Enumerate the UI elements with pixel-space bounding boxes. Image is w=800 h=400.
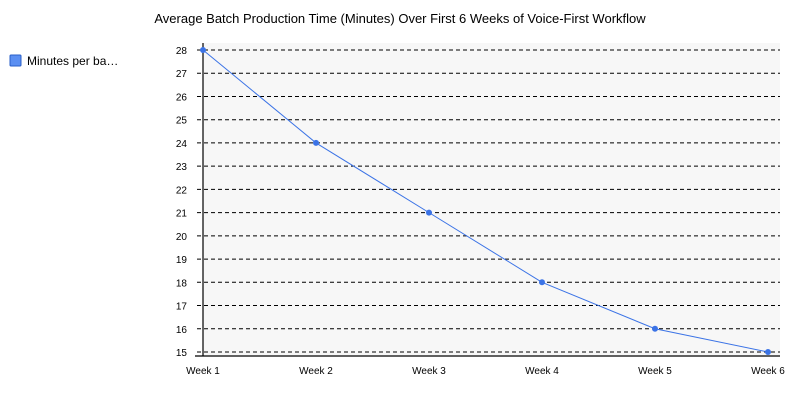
y-tick-label: 24 xyxy=(176,139,188,150)
data-point[interactable] xyxy=(765,349,771,355)
y-tick-label: 27 xyxy=(176,69,188,80)
x-tick-label: Week 3 xyxy=(412,366,446,377)
legend[interactable]: Minutes per ba… xyxy=(9,54,118,68)
y-tick-label: 15 xyxy=(176,348,188,359)
y-tick-label: 16 xyxy=(176,325,188,336)
y-tick-label: 23 xyxy=(176,162,188,173)
series-line xyxy=(202,49,769,353)
y-tick-label: 25 xyxy=(176,116,188,127)
gridlines xyxy=(197,49,780,353)
data-point[interactable] xyxy=(426,209,432,216)
y-tick-label: 21 xyxy=(176,209,188,220)
chart-title: Average Batch Production Time (Minutes) … xyxy=(154,11,646,26)
y-axis-tick-labels: 28 27 26 25 24 23 22 21 20 19 18 17 16 15 xyxy=(176,46,188,359)
legend-label: Minutes per ba… xyxy=(27,54,118,68)
x-tick-label: Week 2 xyxy=(299,366,333,377)
data-point[interactable] xyxy=(313,139,319,146)
y-tick-label: 19 xyxy=(176,255,188,266)
y-tick-label: 22 xyxy=(176,185,188,196)
data-point[interactable] xyxy=(652,325,658,332)
data-point[interactable] xyxy=(539,279,545,286)
x-tick-label: Week 5 xyxy=(638,366,672,377)
y-tick-label: 28 xyxy=(176,46,188,57)
y-tick-label: 17 xyxy=(176,302,188,313)
y-tick-label: 18 xyxy=(176,278,188,289)
x-tick-label: Week 6 xyxy=(751,366,785,377)
x-tick-label: Week 1 xyxy=(186,366,220,377)
x-tick-label: Week 4 xyxy=(525,366,559,377)
legend-swatch xyxy=(9,54,22,67)
series-minutes-per-batch xyxy=(200,47,771,355)
y-tick-label: 26 xyxy=(176,92,188,103)
y-tick-label: 20 xyxy=(176,232,188,243)
plot-background xyxy=(203,43,780,355)
data-point[interactable] xyxy=(200,47,206,53)
x-axis-tick-labels: Week 1 Week 2 Week 3 Week 4 Week 5 Week 6 xyxy=(186,366,785,377)
